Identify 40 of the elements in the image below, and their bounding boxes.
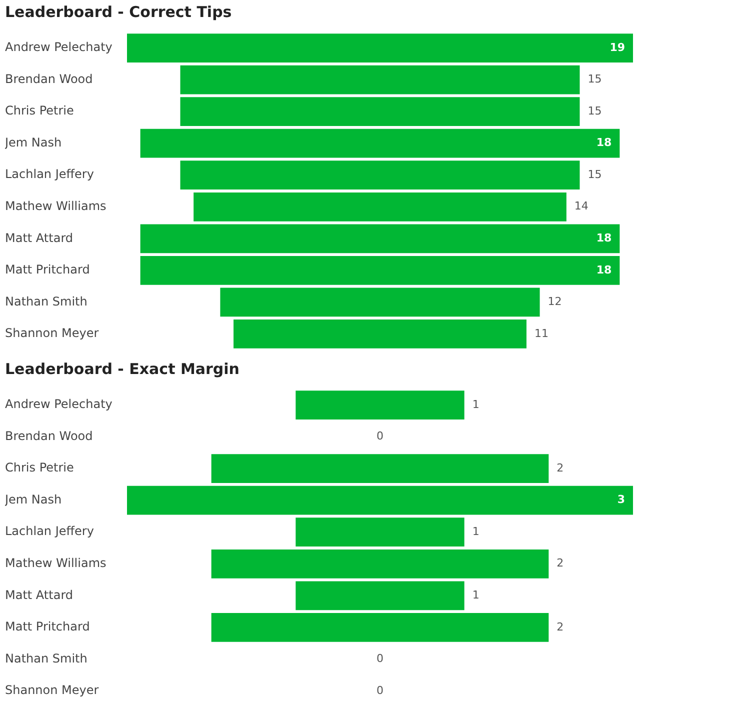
category-label: Shannon Meyer [5,683,99,698]
category-label: Chris Petrie [5,104,74,118]
data-label: 15 [588,104,602,118]
category-label: Matt Attard [5,230,74,245]
text: Leaderboard - Correct Tips [4,2,233,23]
data-label: 18 [596,136,612,150]
category-label: Matt Pritchard [5,262,90,277]
category-label: Mathew Williams [5,556,106,570]
category-label: Mathew Williams [5,199,106,214]
data-label: 18 [596,232,612,244]
category-label: Lachlan Jeffery [5,524,94,538]
data-label: 2 [556,620,564,634]
category-label: Nathan Smith [5,294,88,308]
data-label: 0 [376,684,384,697]
data-label: 14 [574,200,588,213]
data-label: 19 [610,40,625,54]
data-label: 1 [472,524,480,538]
data-label: 1 [472,398,480,411]
category-label: Brendan Wood [5,72,93,86]
data-label: 15 [588,72,602,86]
category-label: Shannon Meyer [5,326,99,340]
category-label: Lachlan Jeffery [5,167,94,182]
data-label: 12 [548,295,562,308]
category-label: Nathan Smith [5,651,88,666]
category-label: Chris Petrie [5,460,74,475]
data-label: 3 [617,493,625,506]
category-label: Brendan Wood [5,428,93,443]
category-label: Matt Pritchard [5,620,90,634]
data-label: 2 [556,556,564,570]
data-label: 18 [596,263,612,276]
data-label: 0 [376,652,384,666]
category-label: Andrew Pelechaty [5,40,112,54]
data-label: 11 [534,326,548,340]
data-label: 1 [472,588,480,602]
category-label: Matt Attard [5,588,74,602]
data-label: 2 [556,461,564,474]
data-label: 15 [588,168,602,181]
text: Leaderboard - Exact Margin [4,359,240,380]
category-label: Andrew Pelechaty [5,397,112,412]
data-label: 0 [376,430,384,443]
